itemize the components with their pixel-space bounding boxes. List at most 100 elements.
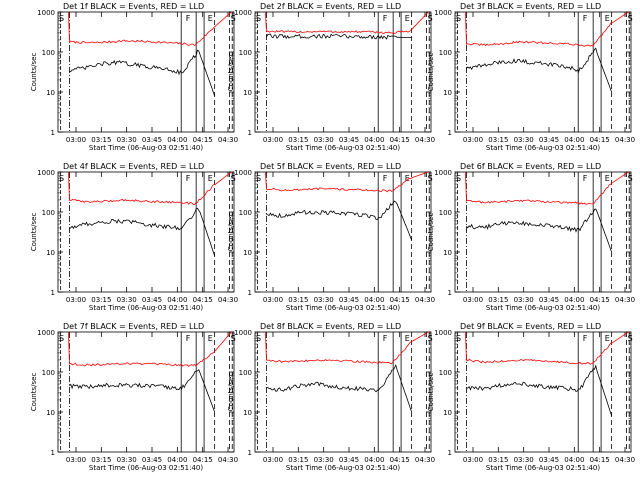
event-marker: S [428, 14, 433, 23]
x-tick-label: 03:15 [91, 296, 111, 304]
series-line-events [266, 200, 412, 241]
y-tick-label: 100 [239, 369, 252, 377]
y-tick-label: 1 [51, 129, 55, 137]
x-tick-label: 03:45 [142, 136, 162, 144]
y-tick-label: 10 [46, 409, 55, 417]
x-tick-label: 03:30 [314, 456, 334, 464]
x-axis-label: Start Time (06-Aug-03 02:51:40) [286, 304, 400, 312]
plot-frame [454, 171, 632, 293]
x-tick-label: 03:15 [288, 136, 308, 144]
x-tick-label: 03:30 [117, 296, 137, 304]
series-line-events [266, 364, 412, 413]
y-tick-label: 1 [448, 289, 452, 297]
event-marker: S [256, 334, 261, 343]
x-tick-label: 04:15 [590, 136, 610, 144]
x-tick-label: 03:45 [339, 136, 359, 144]
y-tick-label: 10 [443, 409, 452, 417]
x-tick-label: 03:15 [288, 456, 308, 464]
y-tick-label: 10 [443, 89, 452, 97]
event-marker: S [456, 174, 461, 183]
x-tick-label: 04:15 [390, 296, 410, 304]
y-tick-label: 10 [243, 409, 252, 417]
x-tick-label: 03:45 [142, 296, 162, 304]
event-marker: S [428, 334, 433, 343]
x-tick-label: 03:30 [514, 296, 534, 304]
y-axis-label: Counts/sec [227, 373, 235, 412]
y-tick-label: 10 [46, 249, 55, 257]
series-line-events [466, 208, 612, 253]
event-marker: E [605, 174, 610, 183]
x-tick-label: 04:00 [167, 296, 187, 304]
plot-frame [57, 171, 235, 293]
y-tick-label: 1 [248, 129, 252, 137]
series-line-events [69, 49, 215, 97]
x-tick-label: 04:15 [590, 296, 610, 304]
y-axis-label: Counts/sec [227, 213, 235, 252]
x-tick-label: 04:30 [415, 136, 435, 144]
x-tick-label: 03:15 [488, 136, 508, 144]
event-marker: S [256, 14, 261, 23]
series-line-lld [465, 171, 629, 205]
y-tick-label: 10 [243, 249, 252, 257]
y-tick-label: 1 [51, 449, 55, 457]
y-tick-label: 1 [248, 289, 252, 297]
event-marker: E [405, 14, 410, 23]
event-marker: E [605, 14, 610, 23]
y-tick-label: 1 [448, 129, 452, 137]
chart-panel: Det 2f BLACK = Events, RED = LLD 1 10 100 10… [227, 2, 435, 152]
y-tick-label: 100 [42, 49, 55, 57]
x-tick-label: 03:15 [288, 296, 308, 304]
plot-frame [254, 11, 432, 133]
x-axis-label: Start Time (06-Aug-03 02:51:40) [486, 144, 600, 152]
x-axis-label: Start Time (06-Aug-03 02:51:40) [286, 464, 400, 472]
chart-panel: Det 4f BLACK = Events, RED = LLD 1 10 100 10… [30, 162, 238, 312]
x-tick-label: 04:15 [193, 296, 213, 304]
x-tick-label: 03:00 [66, 296, 86, 304]
y-tick-label: 100 [239, 209, 252, 217]
chart-title: Det 3f BLACK = Events, RED = LLD [460, 2, 601, 11]
event-marker: S [256, 174, 261, 183]
x-tick-label: 03:00 [463, 136, 483, 144]
y-tick-label: 1 [51, 289, 55, 297]
chart-panel: Det 9f BLACK = Events, RED = LLD 1 10 100 10… [427, 322, 635, 472]
x-tick-label: 03:15 [91, 456, 111, 464]
x-tick-label: 04:00 [364, 456, 384, 464]
chart-title: Det 4f BLACK = Events, RED = LLD [63, 162, 204, 171]
x-tick-label: 04:00 [564, 296, 584, 304]
y-axis-label: Counts/sec [227, 53, 235, 92]
x-tick-label: 04:00 [364, 296, 384, 304]
event-marker: F [583, 174, 588, 183]
y-tick-label: 100 [239, 49, 252, 57]
x-tick-label: 03:45 [142, 456, 162, 464]
x-tick-label: 03:15 [91, 136, 111, 144]
event-marker: S [428, 174, 433, 183]
series-line-lld [265, 11, 429, 34]
event-marker: F [186, 174, 191, 183]
chart-title: Det 5f BLACK = Events, RED = LLD [260, 162, 401, 171]
series-line-events [466, 47, 612, 93]
x-tick-label: 04:00 [564, 136, 584, 144]
x-tick-label: 04:15 [390, 136, 410, 144]
y-tick-label: 1000 [434, 169, 452, 177]
x-tick-label: 03:30 [514, 136, 534, 144]
series-line-lld [68, 331, 232, 367]
event-marker: S [456, 334, 461, 343]
chart-title: Det 9f BLACK = Events, RED = LLD [460, 322, 601, 331]
event-marker: F [583, 334, 588, 343]
x-tick-label: 03:00 [463, 296, 483, 304]
y-tick-label: 1000 [234, 329, 252, 337]
x-axis-label: Start Time (06-Aug-03 02:51:40) [286, 144, 400, 152]
chart-panel: Det 5f BLACK = Events, RED = LLD 1 10 100 10… [227, 162, 435, 312]
plot-frame [57, 11, 235, 133]
chart-panel: Det 7f BLACK = Events, RED = LLD 1 10 100 10… [30, 322, 238, 472]
event-marker: S [628, 14, 633, 23]
chart-panel: Det 3f BLACK = Events, RED = LLD 1 10 100 10… [427, 2, 635, 152]
y-tick-label: 1000 [37, 329, 55, 337]
x-tick-label: 03:30 [117, 136, 137, 144]
x-tick-label: 03:00 [66, 456, 86, 464]
y-tick-label: 1000 [234, 169, 252, 177]
x-tick-label: 03:45 [339, 296, 359, 304]
x-tick-label: 04:30 [218, 296, 238, 304]
y-tick-label: 1000 [234, 9, 252, 17]
y-axis-label: Counts/sec [30, 53, 38, 92]
